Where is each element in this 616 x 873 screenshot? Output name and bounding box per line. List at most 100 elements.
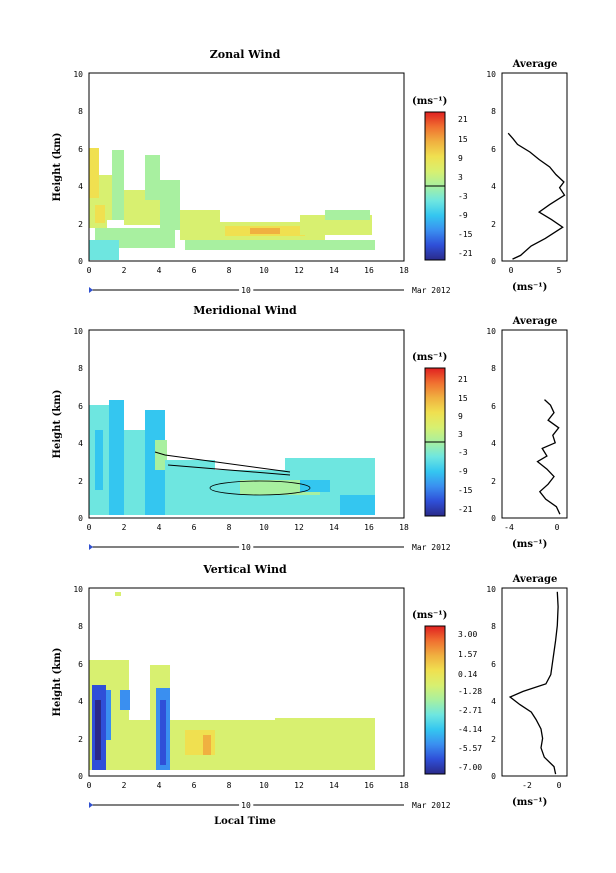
profile-y-ticks: 0 2 4 6 8 10 [486, 70, 496, 266]
x-tick-label: 12 [294, 523, 304, 532]
day-label: 10 [241, 543, 251, 552]
average-profile-line [508, 591, 559, 775]
cb-tick: -3 [458, 192, 468, 201]
zonal-colorbar: (ms⁻¹) 21 15 9 3 -3 -9 -15 -21 [412, 96, 473, 261]
panel-vertical: Vertical Wind 0 2 4 6 8 10 12 14 [52, 563, 568, 827]
meridional-heatmap-cells [89, 400, 375, 515]
y-tick-label: 10 [73, 70, 83, 79]
x-tick-label: 8 [227, 781, 232, 790]
y-tick-label: 6 [491, 660, 496, 669]
x-tick-label: 16 [364, 781, 374, 790]
y-tick-label: 2 [491, 220, 496, 229]
heat-cell [203, 735, 211, 755]
contour-line [209, 480, 311, 496]
cb-tick: 3 [458, 430, 463, 439]
profile-unit: (ms⁻¹) [512, 539, 547, 550]
y-tick-label: 6 [491, 145, 496, 154]
x-tick-label: 8 [227, 266, 232, 275]
panel-meridional: Meridional Wind 0 2 4 6 8 10 12 1 [52, 304, 568, 555]
y-tick-label: 0 [78, 257, 83, 266]
y-tick-label: 2 [78, 220, 83, 229]
heat-cell [89, 148, 99, 198]
heat-cell [145, 155, 160, 200]
heat-cell [129, 720, 154, 770]
cb-tick: 21 [458, 375, 468, 384]
x-tick-label: 16 [364, 266, 374, 275]
x-tick-label: 0 [87, 781, 92, 790]
heat-cell [95, 430, 103, 490]
y-tick-label: 4 [78, 697, 83, 706]
colorbar-tick-labels: 21 15 9 3 -3 -9 -15 -21 [458, 115, 473, 258]
x-tick-label: 10 [259, 266, 269, 275]
cb-tick: -21 [458, 505, 473, 514]
y-tick-label: 6 [78, 145, 83, 154]
profile-title: Average [512, 59, 558, 70]
zonal-plot-frame [88, 72, 405, 262]
x-tick-label: 4 [157, 266, 162, 275]
cb-tick: 1.57 [458, 650, 477, 659]
cb-tick: -21 [458, 249, 473, 258]
vertical-time-axis: 10 Mar 2012 [89, 798, 451, 813]
cb-tick: -4.14 [458, 725, 482, 734]
x-tick-label: 14 [329, 781, 339, 790]
y-tick-label: 0 [491, 257, 496, 266]
vertical-colorbar: (ms⁻¹) 3.00 1.57 0.14 -1.28 -2.71 -4.14 … [412, 610, 482, 775]
meridional-profile: Average 0 2 4 6 8 10 -4 0 (ms⁻¹) [486, 316, 568, 550]
cb-tick: -9 [458, 467, 468, 476]
contour-line [167, 464, 291, 476]
profile-y-ticks: 0 2 4 6 8 10 [486, 327, 496, 523]
y-tick-label: 8 [78, 364, 83, 373]
colorbar-tick-labels: 3.00 1.57 0.14 -1.28 -2.71 -4.14 -5.57 -… [458, 630, 482, 772]
y-tick-label: 6 [491, 402, 496, 411]
profile-unit: (ms⁻¹) [512, 282, 547, 293]
cb-tick: 9 [458, 412, 463, 421]
heat-cell [115, 592, 121, 596]
zonal-x-ticks: 0 2 4 6 8 10 12 14 16 18 [87, 266, 409, 275]
heat-cell [155, 440, 167, 470]
y-tick-label: 6 [78, 660, 83, 669]
profile-y-ticks: 0 2 4 6 8 10 [486, 585, 496, 781]
average-profile-lines [507, 132, 566, 775]
y-tick-label: 4 [78, 439, 83, 448]
profile-frame [501, 72, 568, 262]
x-tick-label: 0 [87, 266, 92, 275]
cb-tick: 15 [458, 135, 468, 144]
colorbar-unit: (ms⁻¹) [412, 352, 447, 363]
average-profile-line [536, 399, 561, 515]
vertical-ylabel: Height (km) [52, 648, 63, 717]
x-tick-label: 0 [87, 523, 92, 532]
x-tick-label: 10 [259, 781, 269, 790]
heat-cell [275, 718, 375, 733]
vertical-heatmap-cells [89, 592, 375, 770]
heat-cell [95, 205, 105, 223]
x-tick-label: 6 [192, 781, 197, 790]
x-tick-label: 2 [122, 523, 127, 532]
cb-tick: -3 [458, 448, 468, 457]
vertical-y-ticks: 0 2 4 6 8 10 [73, 585, 83, 781]
profile-x-tick: 5 [557, 266, 562, 275]
heat-cell [180, 210, 220, 240]
x-tick-label: 6 [192, 523, 197, 532]
cb-tick: 9 [458, 154, 463, 163]
zonal-profile: Average 0 2 4 6 8 10 0 5 (ms⁻¹) [486, 59, 568, 293]
date-label: Mar 2012 [412, 801, 451, 810]
x-tick-label: 18 [399, 781, 409, 790]
y-tick-label: 10 [73, 327, 83, 336]
y-tick-label: 10 [486, 327, 496, 336]
cb-tick: 3 [458, 173, 463, 182]
heat-cell [340, 495, 375, 515]
profile-x-tick: 0 [557, 781, 562, 790]
heat-cell [160, 180, 180, 230]
y-tick-label: 2 [491, 477, 496, 486]
meridional-plot-frame [88, 329, 405, 519]
x-tick-label: 8 [227, 523, 232, 532]
x-tick-label: 12 [294, 266, 304, 275]
vertical-x-ticks: 0 2 4 6 8 10 12 14 16 18 [87, 781, 409, 790]
vertical-profile: Average 0 2 4 6 8 10 -2 0 (ms⁻¹) [486, 574, 568, 808]
profile-x-tick: -2 [522, 781, 532, 790]
y-tick-label: 2 [78, 477, 83, 486]
heat-cell [285, 458, 375, 478]
heat-cell [185, 240, 375, 250]
xlabel-local-time: Local Time [214, 816, 276, 827]
cb-tick: 3.00 [458, 630, 477, 639]
